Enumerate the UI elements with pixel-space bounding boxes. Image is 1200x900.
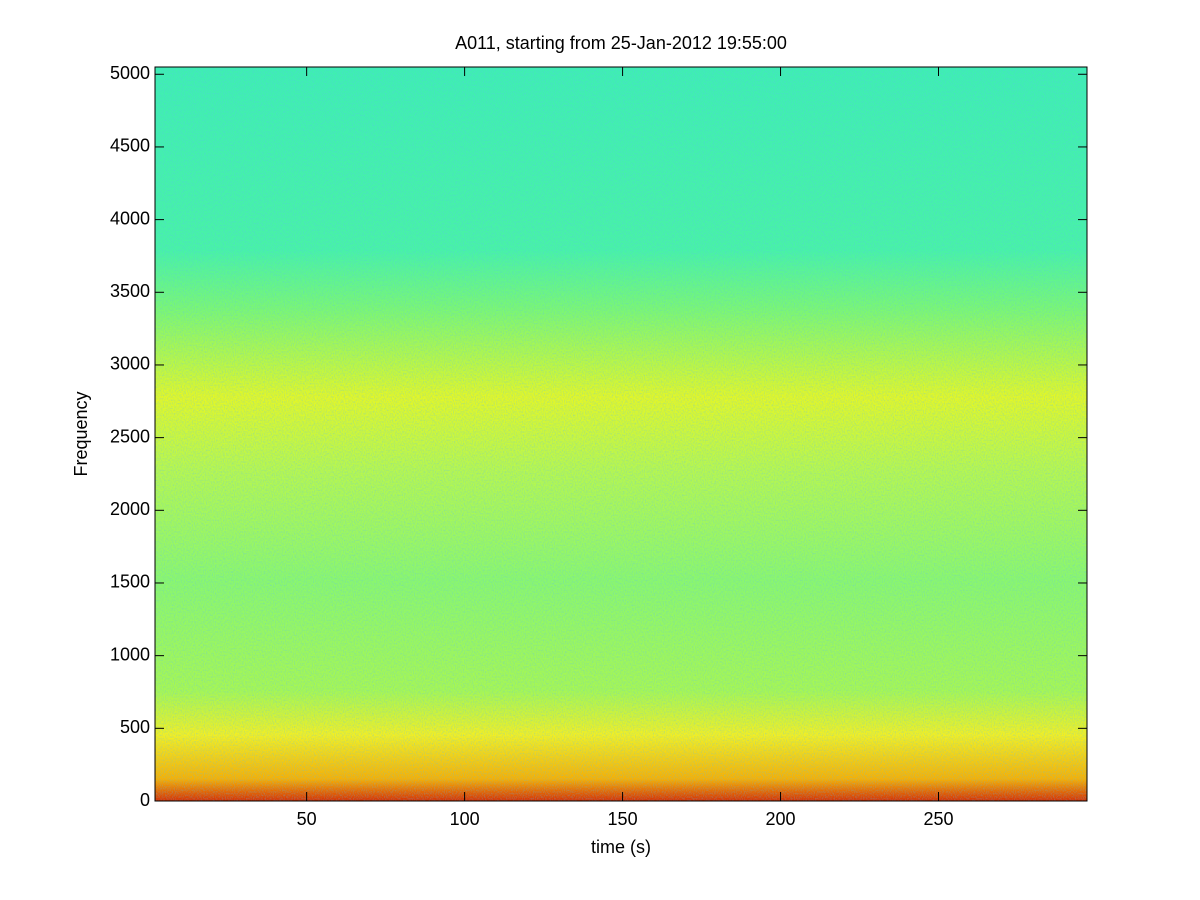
spectrogram-image bbox=[155, 67, 1087, 801]
y-axis-label: Frequency bbox=[71, 391, 91, 476]
y-tick-label: 3500 bbox=[110, 281, 150, 301]
plot-frame bbox=[154, 66, 1088, 802]
y-tick-label: 3000 bbox=[110, 354, 150, 374]
x-axis-label: time (s) bbox=[591, 837, 651, 857]
y-tick-label: 500 bbox=[120, 717, 150, 737]
y-tick-label: 0 bbox=[140, 790, 150, 810]
y-tick-label: 4500 bbox=[110, 136, 150, 156]
x-tick-label: 150 bbox=[608, 809, 638, 829]
x-tick-label: 50 bbox=[297, 809, 317, 829]
x-tick-label: 200 bbox=[766, 809, 796, 829]
x-tick-label: 100 bbox=[450, 809, 480, 829]
y-tick-label: 4000 bbox=[110, 208, 150, 228]
y-tick-label: 1000 bbox=[110, 644, 150, 664]
chart-title: A011, starting from 25-Jan-2012 19:55:00 bbox=[455, 33, 787, 53]
x-tick-label: 250 bbox=[923, 809, 953, 829]
y-tick-label: 2000 bbox=[110, 499, 150, 519]
y-tick-label: 5000 bbox=[110, 63, 150, 83]
y-tick-label: 1500 bbox=[110, 572, 150, 592]
y-tick-label: 2500 bbox=[110, 426, 150, 446]
